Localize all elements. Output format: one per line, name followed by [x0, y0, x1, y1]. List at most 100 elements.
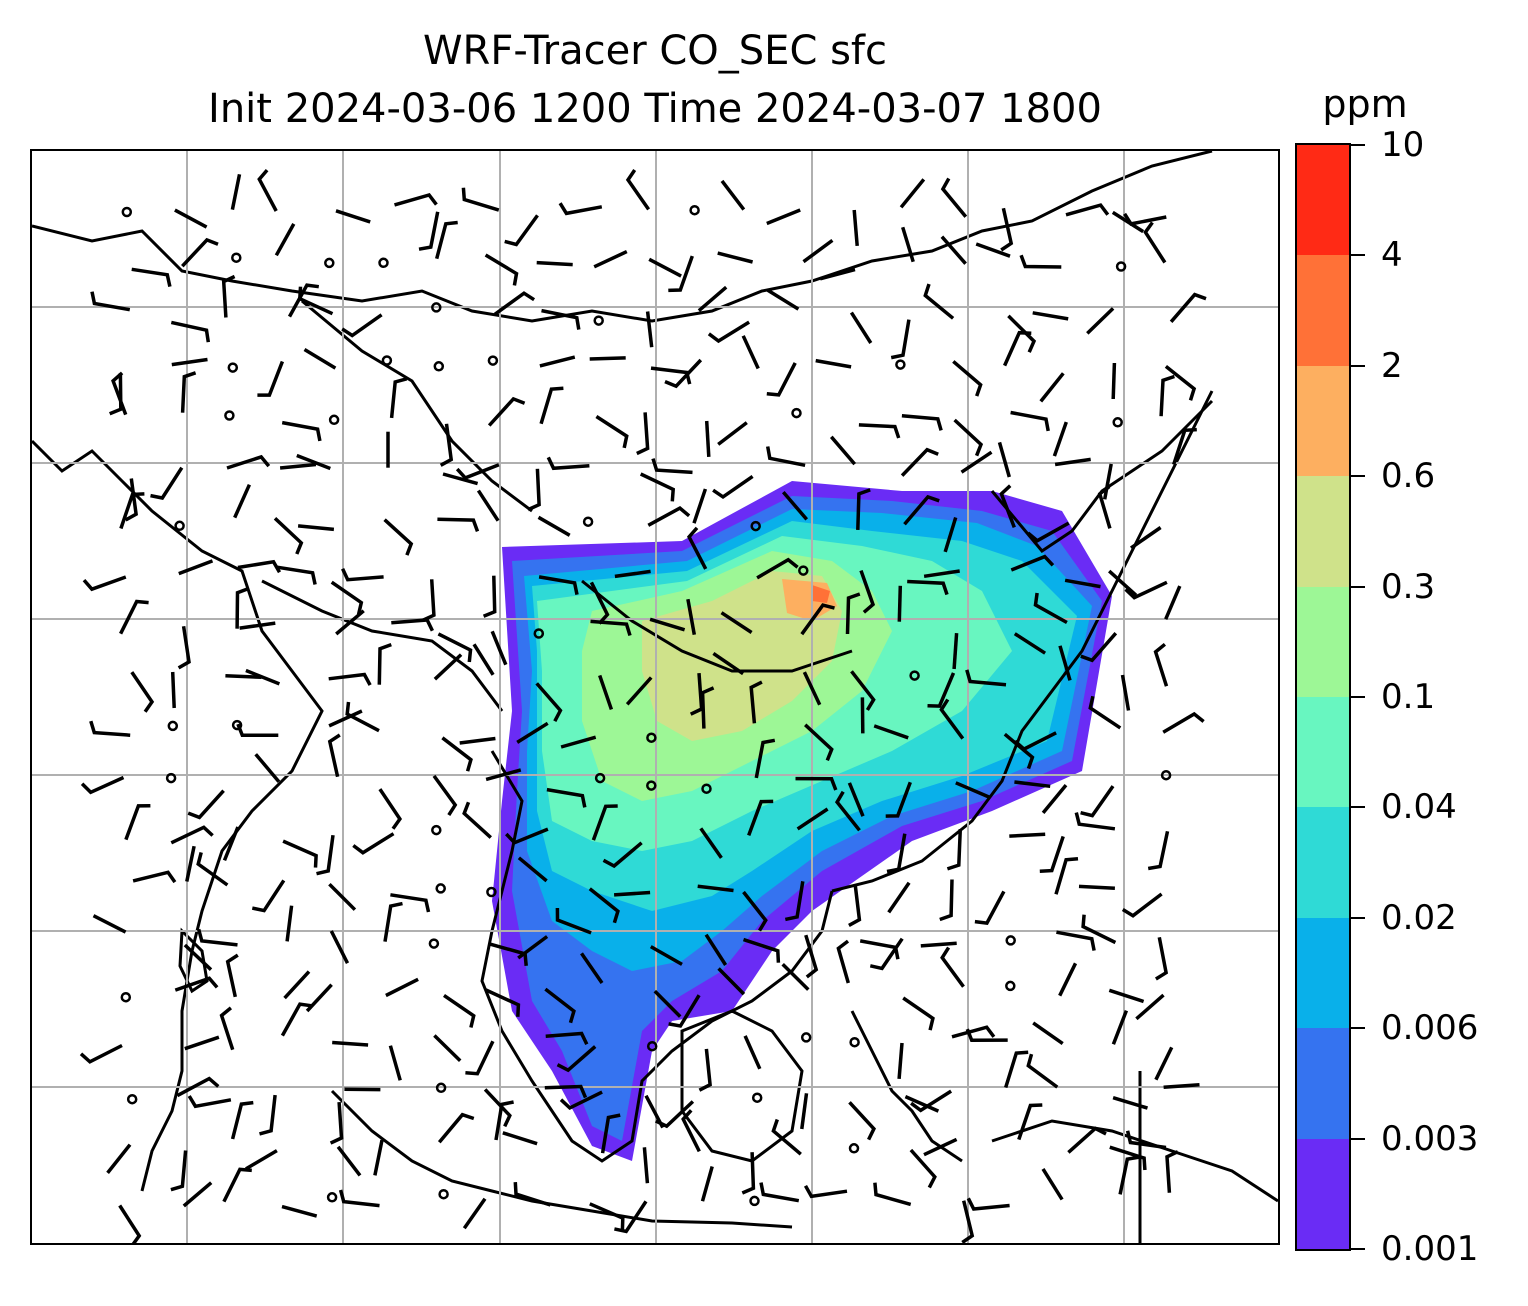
wind-barb: [124, 803, 151, 841]
calm-wind-circle: [800, 1032, 812, 1043]
wind-barb: [704, 420, 711, 458]
wind-barb: [482, 575, 497, 618]
wind-barb: [544, 987, 576, 1024]
wind-barb: [316, 834, 335, 876]
calm-wind-circle: [848, 1143, 860, 1154]
wind-barb: [174, 976, 219, 992]
wind-barb: [1164, 585, 1182, 620]
wind-barb: [1010, 554, 1055, 572]
wind-barb: [765, 446, 806, 468]
border-line-2: [261, 579, 504, 712]
wind-barb: [920, 941, 957, 948]
wind-barb: [502, 1131, 538, 1146]
wind-barb: [170, 1150, 188, 1192]
wind-barb: [281, 420, 322, 442]
calm-wind-circle: [646, 732, 657, 743]
wind-barb: [544, 1084, 588, 1099]
coastline-west: [32, 439, 324, 1192]
wind-barb: [887, 881, 911, 914]
wind-barb: [997, 441, 1011, 478]
colorbar-tick: [1351, 1137, 1365, 1140]
calm-wind-circle: [378, 257, 389, 269]
wind-barb: [180, 371, 197, 413]
wind-barb: [330, 580, 364, 615]
wind-barb: [940, 177, 968, 218]
wind-barb: [781, 963, 810, 991]
wind-barb: [80, 775, 125, 795]
wind-barb: [176, 1076, 220, 1098]
wind-barb: [257, 168, 278, 212]
wind-barb: [537, 515, 571, 537]
wind-barb: [276, 565, 317, 585]
island-borneo: [680, 1009, 804, 1163]
colorbar-tick: [1351, 1248, 1365, 1250]
colorbar-tick: [1351, 144, 1365, 146]
wind-barb: [297, 524, 335, 532]
calm-wind-circle: [326, 1192, 338, 1203]
colorbar-segment: [1297, 144, 1349, 256]
wind-barb: [589, 1202, 625, 1231]
calm-wind-circle: [751, 1092, 763, 1103]
wind-barb: [1013, 632, 1047, 655]
wind-barb: [490, 630, 508, 666]
wind-barb: [803, 1184, 848, 1199]
wind-barb: [1086, 307, 1115, 335]
wind-barb: [647, 505, 691, 527]
wind-barb: [848, 883, 862, 927]
wind-barb: [923, 1137, 958, 1157]
wind-barb: [899, 178, 926, 209]
wind-barb: [352, 832, 395, 855]
island-sumatra-java: [330, 1089, 793, 1229]
colorbar-tick-label: 0.3: [1381, 566, 1436, 607]
wind-barb: [1052, 421, 1068, 457]
calm-wind-circle: [126, 1093, 138, 1105]
chart-subtitle: Init 2024-03-06 1200 Time 2024-03-07 180…: [208, 86, 1102, 132]
calm-wind-circle: [435, 883, 446, 894]
wind-barb: [901, 413, 943, 431]
wind-barb: [1159, 374, 1175, 417]
island-srilanka: [178, 927, 209, 994]
wind-barb: [1088, 695, 1122, 730]
wind-barb: [897, 1042, 904, 1080]
calm-wind-circle: [646, 780, 657, 791]
wind-barb: [517, 856, 548, 883]
wind-barb: [952, 632, 959, 670]
calm-wind-circle: [428, 938, 440, 949]
wind-barb: [462, 801, 492, 839]
colorbar-segment: [1297, 1028, 1349, 1139]
wind-barb: [595, 415, 629, 449]
wind-barb: [858, 423, 901, 439]
wind-barb: [664, 358, 703, 389]
wind-barb: [741, 335, 760, 370]
wind-barb: [182, 1181, 213, 1208]
wind-barb: [1102, 463, 1113, 500]
wind-barb: [907, 579, 949, 596]
calm-wind-circle: [328, 414, 340, 426]
wind-barb: [329, 1101, 344, 1145]
wind-barb: [598, 674, 614, 710]
wind-barb: [869, 937, 904, 971]
wind-barb: [338, 1189, 380, 1208]
colorbar-tick: [1351, 475, 1365, 478]
wind-barb: [940, 235, 967, 265]
wind-barb: [222, 826, 240, 862]
calm-wind-circle: [167, 720, 179, 732]
colorbar-tick: [1351, 254, 1365, 257]
wind-barb: [589, 356, 626, 361]
wind-barb: [1039, 835, 1065, 873]
wind-barb: [681, 1109, 701, 1153]
wind-barb: [383, 518, 414, 556]
wind-barb: [1003, 330, 1032, 367]
wind-barb: [236, 723, 279, 738]
wind-barb: [742, 937, 781, 963]
map-panel: [30, 149, 1280, 1245]
wind-barb: [92, 914, 127, 934]
wind-barb: [909, 1148, 937, 1189]
calm-wind-circle: [224, 410, 235, 421]
wind-barb: [1121, 892, 1163, 918]
calm-wind-circle: [381, 355, 393, 366]
colorbar-tick-label: 0.001: [1381, 1229, 1479, 1269]
wind-barb: [940, 946, 965, 988]
colorbar-segment: [1297, 807, 1349, 918]
wind-barb: [902, 996, 935, 1031]
